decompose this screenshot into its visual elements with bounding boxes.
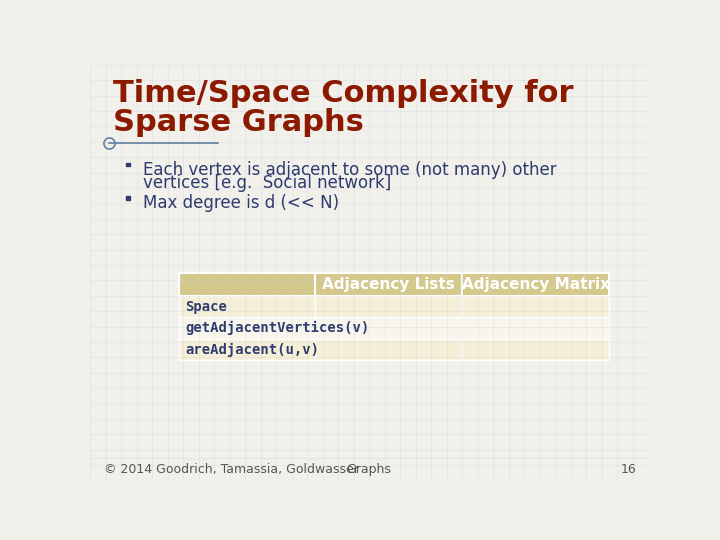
Text: Sparse Graphs: Sparse Graphs xyxy=(113,108,364,137)
Bar xyxy=(179,296,315,318)
Bar xyxy=(462,318,609,339)
Bar xyxy=(315,318,462,339)
Text: Adjacency Lists: Adjacency Lists xyxy=(322,276,455,292)
Bar xyxy=(179,273,315,296)
Text: areAdjacent(u,v): areAdjacent(u,v) xyxy=(185,342,320,357)
Bar xyxy=(126,163,130,166)
Text: vertices [e.g.  Social network]: vertices [e.g. Social network] xyxy=(143,174,391,192)
Text: Max degree is d (<< N): Max degree is d (<< N) xyxy=(143,194,339,212)
Bar xyxy=(315,339,462,361)
Text: Graphs: Graphs xyxy=(346,463,392,476)
Text: Adjacency Matrix: Adjacency Matrix xyxy=(462,276,610,292)
Text: © 2014 Goodrich, Tamassia, Goldwasser: © 2014 Goodrich, Tamassia, Goldwasser xyxy=(104,463,359,476)
Text: Time/Space Complexity for: Time/Space Complexity for xyxy=(113,79,574,107)
Bar xyxy=(462,273,609,296)
Bar xyxy=(179,339,315,361)
Bar xyxy=(179,318,315,339)
Text: 16: 16 xyxy=(621,463,636,476)
Bar xyxy=(126,195,130,200)
Text: Each vertex is adjacent to some (not many) other: Each vertex is adjacent to some (not man… xyxy=(143,161,557,179)
Bar xyxy=(462,296,609,318)
Bar xyxy=(315,273,462,296)
Text: getAdjacentVertices(v): getAdjacentVertices(v) xyxy=(185,321,369,335)
Bar xyxy=(462,339,609,361)
Text: Space: Space xyxy=(185,300,228,314)
Bar xyxy=(315,296,462,318)
